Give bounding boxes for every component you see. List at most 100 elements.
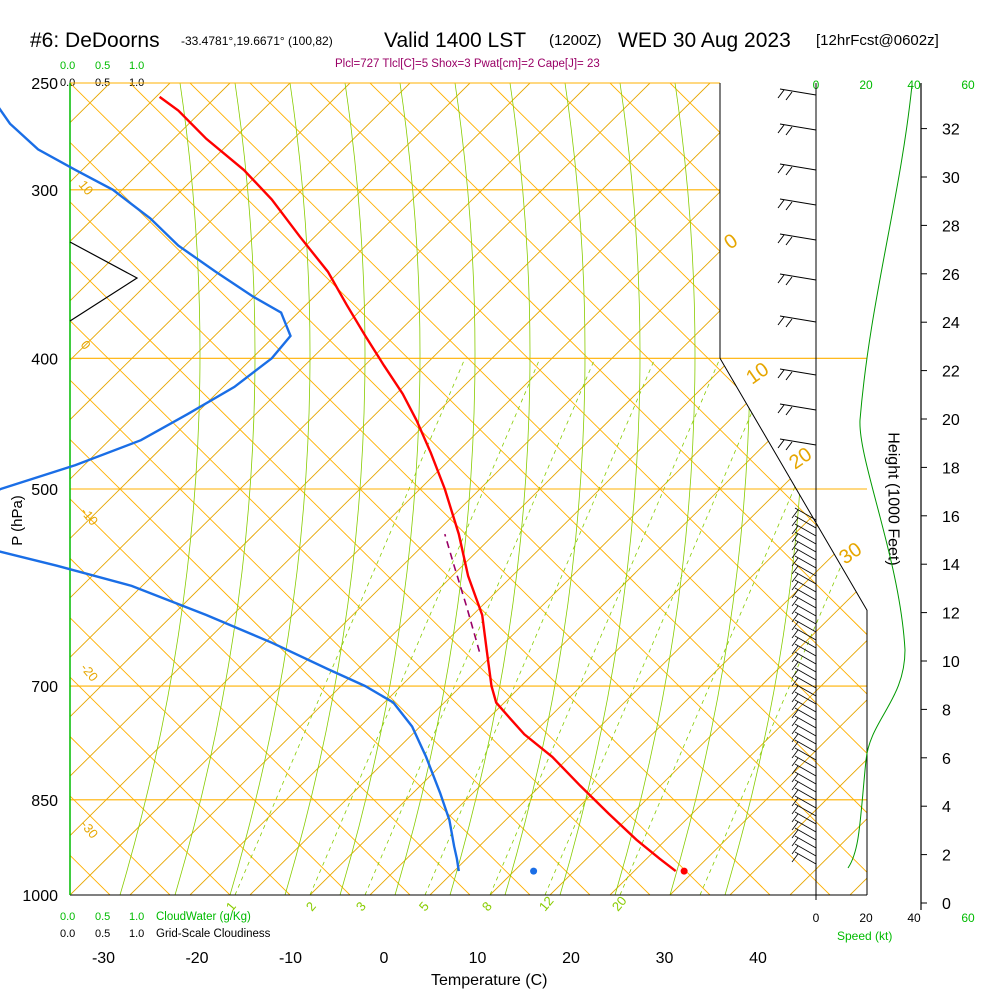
temperature-surface-marker — [680, 867, 688, 875]
cloud-scale-bottom-black-2: 1.0 — [129, 928, 145, 940]
cloud-scale-bottom-green-1: 0.5 — [95, 911, 111, 923]
cloud-scale-top-green-1: 0.5 — [95, 60, 111, 72]
wind-barb — [791, 771, 817, 785]
upper-adiabat-label: 20 — [785, 443, 816, 474]
dewpoint-surface-marker — [530, 867, 538, 875]
wind-barb — [791, 595, 817, 609]
mixing-ratio-line — [234, 358, 466, 895]
wind-barb — [791, 675, 817, 689]
wind-barb — [791, 571, 817, 585]
pressure-tick-300: 300 — [31, 183, 58, 200]
wind-barb — [791, 507, 817, 521]
mixing-ratio-label: 20 — [609, 893, 630, 914]
mixing-ratio-label: 1 — [223, 899, 239, 914]
height-tick-4: 4 — [942, 799, 951, 816]
wind-barb — [777, 233, 817, 246]
mixing-ratio-line — [364, 358, 596, 895]
dry-adiabat-line — [609, 83, 867, 895]
isotherm-line — [489, 83, 867, 895]
height-tick-32: 32 — [942, 122, 960, 139]
dewpoint-line — [0, 107, 460, 872]
dry-adiabat-line — [70, 83, 291, 895]
mixing-ratio-line — [424, 358, 656, 895]
wind-barb — [791, 731, 817, 745]
isotherm-line — [910, 83, 1000, 895]
mixing-ratio-line — [619, 358, 851, 895]
wind-barb — [791, 515, 817, 529]
cloudwater-label: CloudWater (g/Kg) — [156, 911, 251, 923]
wind-barb — [777, 368, 817, 381]
wind-barb — [791, 803, 817, 817]
temp-tick--30: -30 — [92, 950, 115, 967]
wind-barb — [777, 315, 817, 328]
wind-barb — [777, 273, 817, 286]
wind-barb — [791, 523, 817, 537]
wind-barb — [777, 403, 817, 416]
temp-tick-40: 40 — [749, 950, 767, 967]
isotherm-line — [70, 83, 471, 895]
wind-speed-axis-title: Speed (kt) — [837, 929, 893, 943]
wind-barb — [791, 819, 817, 833]
wind-barb — [777, 123, 817, 136]
valid-date: WED 30 Aug 2023 — [618, 29, 791, 52]
cloudiness-marker — [69, 241, 139, 322]
wind-barb — [791, 643, 817, 657]
wind-barb — [791, 579, 817, 593]
pressure-tick-700: 700 — [31, 679, 58, 696]
dry-adiabat-line — [549, 83, 867, 895]
wind-barb — [791, 531, 817, 545]
wind-speed-tick-top: 40 — [907, 78, 921, 92]
wind-barb — [791, 603, 817, 617]
isotherm-line — [970, 83, 1000, 895]
wind-barb — [777, 88, 817, 101]
isotherm-line — [70, 83, 411, 895]
wind-speed-tick-top: 20 — [859, 78, 873, 92]
height-tick-0: 0 — [942, 896, 951, 913]
cloud-scale-bottom-green-0: 0.0 — [60, 911, 76, 923]
wind-barb — [791, 659, 817, 673]
stability-params: Plcl=727 Tlcl[C]=5 Shox=3 Pwat[cm]=2 Cap… — [335, 58, 600, 70]
dry-adiabat-line — [70, 83, 471, 895]
mixing-ratio-label: 12 — [536, 893, 557, 914]
wind-barb — [791, 795, 817, 809]
wind-barb — [791, 611, 817, 625]
station-coords: -33.4781°,19.6671° (100,82) — [181, 34, 333, 48]
pressure-tick-400: 400 — [31, 351, 58, 368]
pressure-tick-250: 250 — [31, 76, 58, 93]
wind-speed-tick-bottom: 40 — [907, 911, 921, 925]
wind-barb — [777, 438, 817, 451]
wind-barb — [791, 635, 817, 649]
wind-speed-tick-bottom: 60 — [961, 911, 975, 925]
wind-barb — [791, 779, 817, 793]
wind-barb — [791, 811, 817, 825]
height-tick-8: 8 — [942, 702, 951, 719]
valid-time: Valid 1400 LST — [384, 29, 527, 52]
wind-barb — [791, 739, 817, 753]
wind-barb — [791, 755, 817, 769]
height-tick-16: 16 — [942, 509, 960, 526]
wind-barb — [791, 699, 817, 713]
wind-barb — [791, 539, 817, 553]
height-tick-26: 26 — [942, 267, 960, 284]
cloud-scale-bottom-black-0: 0.0 — [60, 928, 76, 940]
dry-adiabat-label: -20 — [78, 660, 102, 684]
wind-barb — [791, 827, 817, 841]
temp-tick-30: 30 — [656, 950, 674, 967]
cloud-scale-top-green-2: 1.0 — [129, 60, 145, 72]
wind-speed-tick-bottom: 20 — [859, 911, 873, 925]
height-tick-28: 28 — [942, 218, 960, 235]
dry-adiabat-label: -30 — [78, 817, 102, 841]
pressure-tick-850: 850 — [31, 793, 58, 810]
wind-barb — [791, 835, 817, 849]
dry-adiabat-line — [970, 83, 1000, 895]
isotherm-line — [70, 83, 291, 895]
height-tick-12: 12 — [942, 606, 960, 623]
pressure-tick-1000: 1000 — [22, 888, 58, 905]
temp-tick--10: -10 — [279, 950, 302, 967]
wind-barb — [791, 619, 817, 633]
mixing-ratio-label: 5 — [416, 899, 432, 914]
station-title: #6: DeDoorns — [30, 29, 160, 52]
wind-barb — [777, 198, 817, 211]
wind-barb — [791, 723, 817, 737]
pressure-tick-500: 500 — [31, 482, 58, 499]
